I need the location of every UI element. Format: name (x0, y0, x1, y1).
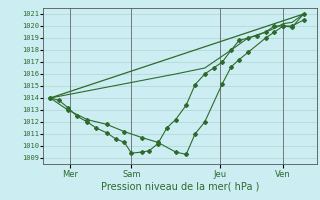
X-axis label: Pression niveau de la mer( hPa ): Pression niveau de la mer( hPa ) (101, 181, 259, 191)
